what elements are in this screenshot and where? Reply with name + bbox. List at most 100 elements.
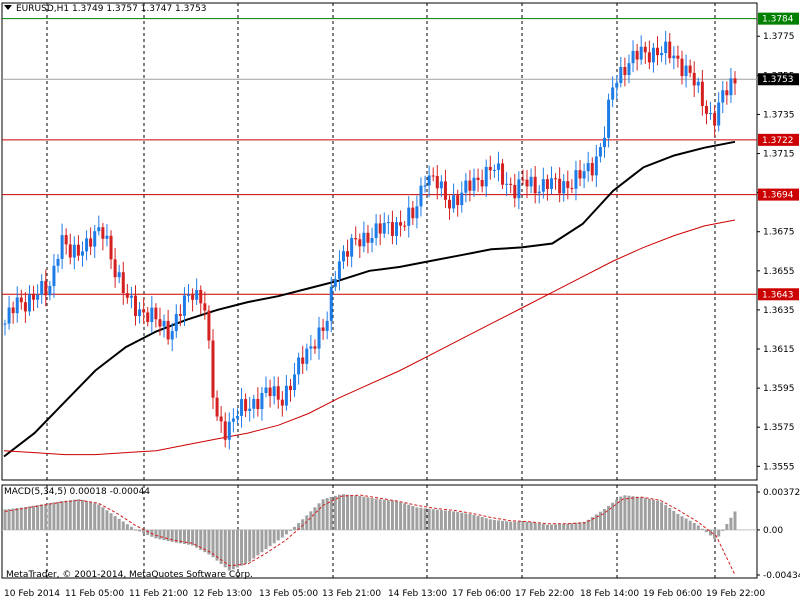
macd-histogram-bar: [252, 529, 256, 559]
macd-histogram-bar: [374, 498, 378, 530]
candle-body: [452, 195, 456, 209]
macd-histogram-bar: [623, 495, 627, 530]
candle-body: [313, 346, 317, 349]
candle-body: [203, 303, 207, 311]
macd-histogram-bar: [574, 522, 578, 530]
macd-histogram-bar: [619, 496, 623, 530]
candle-body: [44, 281, 48, 296]
candle-body: [52, 265, 56, 287]
macd-histogram-bar: [496, 520, 500, 530]
dropdown-arrow-icon[interactable]: [4, 5, 12, 10]
macd-histogram-bar: [403, 503, 407, 530]
macd-histogram-bar: [651, 499, 655, 530]
candle-body: [505, 183, 509, 185]
candle-body: [244, 399, 248, 411]
candle-body: [97, 227, 101, 232]
candle-body: [105, 235, 109, 239]
x-tick-label: 19 Feb 22:00: [706, 589, 765, 599]
candle-body: [101, 227, 105, 239]
candle-body: [619, 67, 623, 84]
candle-body: [56, 258, 60, 266]
macd-histogram-bar: [72, 499, 76, 530]
macd-histogram-bar: [399, 502, 403, 530]
macd-histogram-bar: [607, 505, 611, 530]
candle-body: [350, 238, 354, 257]
macd-histogram-bar: [174, 529, 178, 543]
x-tick-label: 17 Feb 06:00: [452, 589, 511, 599]
candle-body: [333, 278, 337, 287]
candle-body: [541, 179, 545, 192]
candle-body: [472, 177, 476, 191]
candle-body: [558, 178, 562, 194]
candle-body: [651, 47, 655, 63]
macd-histogram-bar: [386, 500, 390, 530]
candle-body: [60, 235, 64, 259]
candle-body: [199, 289, 203, 304]
candle-body: [607, 99, 611, 138]
candle-body: [423, 185, 427, 187]
candle-body: [48, 286, 52, 296]
y-tick-label: 1.3735: [763, 110, 795, 120]
candle-body: [729, 78, 733, 96]
macd-histogram-bar: [590, 517, 594, 530]
macd-label: MACD(5,34,5) 0.00018 -0.00044: [4, 487, 151, 497]
candle-body: [7, 307, 11, 324]
macd-histogram-bar: [717, 529, 721, 537]
macd-histogram-bar: [582, 521, 586, 530]
macd-histogram-bar: [313, 507, 317, 530]
candle-body: [664, 41, 668, 53]
macd-histogram-bar: [631, 496, 635, 530]
candle-body: [309, 346, 313, 349]
macd-histogram-bar: [598, 511, 602, 530]
candle-body: [513, 184, 517, 199]
current-price-label: 1.3753: [762, 75, 794, 85]
macd-histogram-bar: [672, 510, 676, 530]
candle-body: [656, 47, 660, 56]
y-tick-label: 1.3575: [763, 423, 795, 433]
candle-body: [325, 320, 329, 331]
macd-histogram-bar: [113, 516, 117, 530]
candle-body: [676, 55, 680, 59]
candle-body: [419, 185, 423, 207]
candle-body: [211, 340, 215, 398]
candle-body: [80, 251, 84, 256]
x-tick-label: 10 Feb 2014: [4, 589, 60, 599]
macd-histogram-bar: [696, 525, 700, 530]
macd-histogram-bar: [541, 524, 545, 530]
candle-body: [15, 297, 19, 314]
macd-histogram-bar: [443, 510, 447, 530]
level-price-label: 1.3722: [762, 136, 794, 146]
macd-histogram-bar: [227, 529, 231, 571]
candle-body: [533, 176, 537, 194]
candle-body: [354, 238, 358, 240]
macd-histogram-bar: [256, 529, 260, 556]
candle-body: [549, 178, 553, 189]
candle-body: [647, 52, 651, 63]
x-tick-label: 12 Feb 13:00: [193, 589, 252, 599]
candle-body: [76, 244, 80, 256]
candle-body: [72, 244, 76, 258]
candle-body: [411, 207, 415, 219]
macd-histogram-bar: [700, 528, 704, 530]
macd-histogram-bar: [382, 499, 386, 530]
candle-body: [162, 320, 166, 327]
candle-body: [121, 272, 125, 294]
candle-body: [27, 294, 31, 312]
level-price-label: 1.3784: [762, 15, 794, 25]
macd-histogram-bar: [333, 495, 337, 530]
macd-histogram-bar: [721, 529, 725, 531]
candle-body: [709, 113, 713, 115]
candle-body: [660, 52, 664, 56]
candle-body: [521, 179, 525, 181]
candle-body: [370, 238, 374, 243]
macd-histogram-bar: [203, 529, 207, 553]
candle-body: [464, 180, 468, 193]
candle-body: [89, 238, 93, 247]
candle-body: [187, 294, 191, 296]
candle-body: [672, 55, 676, 59]
candle-body: [248, 408, 252, 411]
macd-histogram-bar: [660, 502, 664, 530]
candle-body: [713, 113, 717, 126]
macd-histogram-bar: [154, 529, 158, 539]
candle-body: [297, 357, 301, 375]
